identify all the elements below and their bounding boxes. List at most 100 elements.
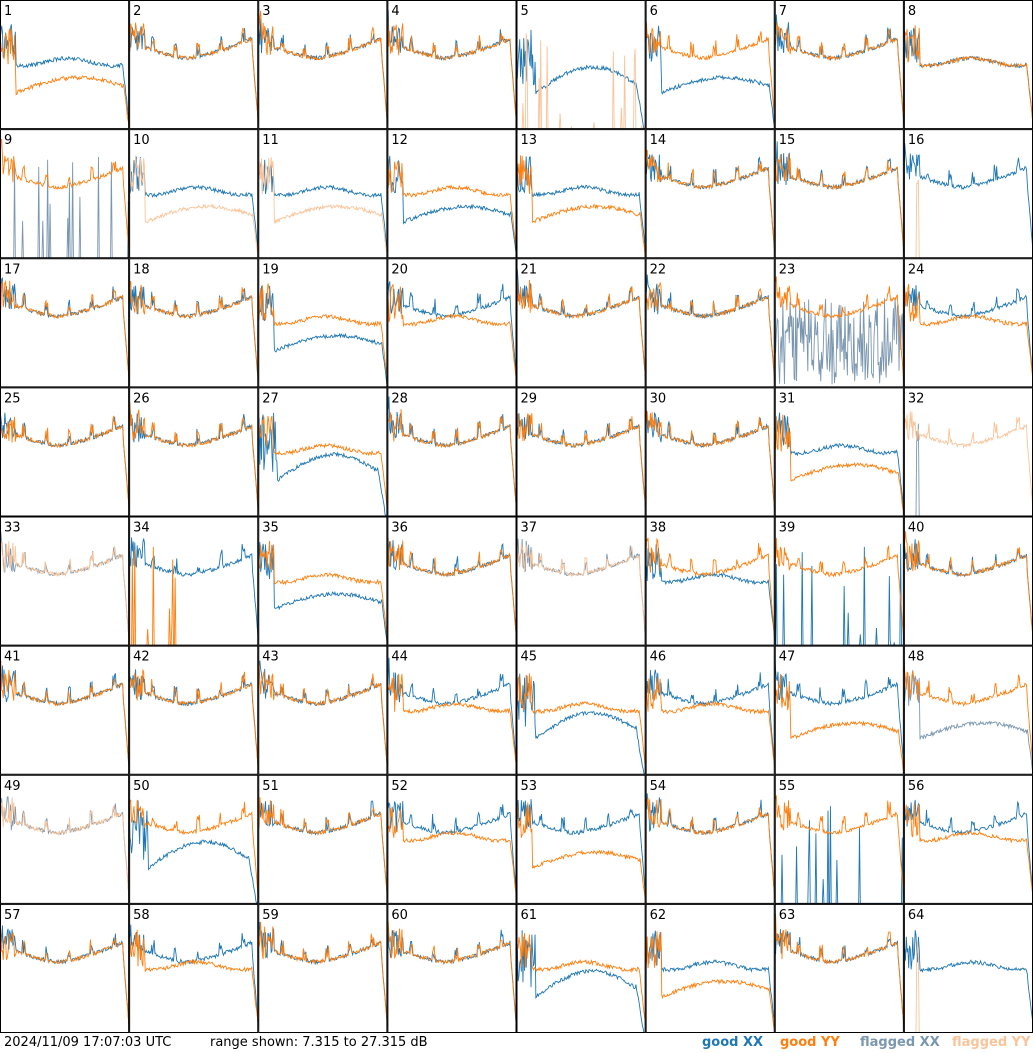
panel-5-label: 5 [521,4,529,19]
panel-24-xx-line [904,280,1033,379]
panel-57-border [0,903,130,1033]
panel-9-yy-line [0,139,129,250]
panel-31-border [774,387,904,517]
panel-40: 40 [903,516,1033,646]
panel-62-border [645,903,775,1033]
panel-41-border [0,645,130,775]
panel-48-yy-line [904,663,1033,768]
panel-20-yy-line [387,284,516,380]
panel-10-xx-line [129,157,258,250]
panel-6-xx-line [646,26,775,128]
panel-54-label: 54 [650,779,667,794]
panel-26-xx-line [129,407,258,509]
panel-57-label: 57 [4,908,21,923]
panel-14-border [645,129,775,259]
panel-40-yy-line [904,531,1033,637]
panel-39-label: 39 [779,521,796,536]
panel-47-label: 47 [779,650,796,665]
panel-28: 28 [387,387,517,517]
panel-43-label: 43 [262,650,279,665]
panel-12-border [387,129,517,259]
panel-56-label: 56 [908,779,925,794]
panel-15-label: 15 [779,133,796,148]
panel-3-xx-line [258,18,387,123]
panel-47: 47 [774,645,904,775]
panel-41-label: 41 [4,650,21,665]
range-label: range shown: 7.315 to 27.315 dB [210,1035,428,1050]
panel-47-xx-line [775,656,904,769]
panel-24: 24 [903,258,1033,388]
legend-flagged-yy: flagged YY [952,1035,1031,1050]
panel-63: 63 [774,903,904,1033]
panel-14-xx-line [646,154,775,251]
panel-58-label: 58 [133,908,150,923]
panel-30-yy-line [646,411,775,510]
panel-3-label: 3 [262,4,270,19]
panel-32-yy-line [904,411,1033,511]
panel-4: 4 [387,0,517,130]
panel-9-label: 9 [4,133,12,148]
panel-57-xx-line [0,925,129,1025]
panel-53-border [516,774,646,904]
panel-52-border [387,774,517,904]
panel-10: 10 [129,129,259,259]
panel-53-label: 53 [521,779,538,794]
panel-57: 57 [0,903,130,1033]
panel-51: 51 [258,774,388,904]
panel-18-label: 18 [133,262,150,277]
panel-34: 34 [129,516,259,646]
panel-54-border [645,774,775,904]
panel-45: 45 [516,645,646,775]
panel-25-yy-line [0,416,129,511]
panel-13-yy-line [517,155,646,257]
panel-9: 9 [0,129,130,259]
panel-12-xx-line [387,156,516,258]
panel-29-yy-line [517,413,646,509]
panel-59: 59 [258,903,388,1033]
legend-flagged-xx: flagged XX [860,1035,940,1050]
panel-60: 60 [387,903,517,1033]
panel-46-xx-line [646,670,775,769]
panel-45-label: 45 [521,650,538,665]
panel-5-border [516,0,646,130]
panel-6: 6 [645,0,775,130]
panel-8-xx-line [904,29,1033,123]
panel-49-border [0,774,130,904]
panel-60-yy-line [387,922,516,1026]
panel-25-label: 25 [4,391,21,406]
panel-37-yy-line [517,543,646,639]
panel-43: 43 [258,645,388,775]
panel-21-border [516,258,646,388]
panel-52: 52 [387,774,517,904]
panel-5-yy-line [517,33,646,129]
panel-49-xx-line [0,793,129,895]
panel-40-xx-line [904,539,1033,639]
panel-37-label: 37 [521,521,538,536]
panel-48: 48 [903,645,1033,775]
panel-64-yy-line [904,941,1033,1033]
panel-17-yy-line [0,281,129,381]
panel-23-yy-line [775,277,904,381]
footer: 2024/11/09 17:07:03 UTC range shown: 7.3… [0,1033,1033,1053]
panel-4-xx-line [387,10,516,124]
panel-19-label: 19 [262,262,279,277]
panel-34-border [129,516,259,646]
panel-20-border [387,258,517,388]
panel-61-border [516,903,646,1033]
panel-11-label: 11 [262,133,279,148]
panel-34-label: 34 [133,521,150,536]
panel-64: 64 [903,903,1033,1033]
panel-55: 55 [774,774,904,904]
legend-good-xx: good XX [702,1035,764,1050]
panel-5-xx-line [517,30,646,129]
panel-1-label: 1 [4,4,12,19]
panel-31-yy-line [775,415,904,515]
panel-48-label: 48 [908,650,925,665]
panel-48-xx-line [904,670,1033,775]
panel-23-label: 23 [779,262,796,277]
panel-1-yy-line [0,29,129,130]
panel-29-xx-line [517,413,646,511]
panel-62-yy-line [646,931,775,1033]
panel-36-label: 36 [391,521,408,536]
panel-43-yy-line [258,662,387,768]
